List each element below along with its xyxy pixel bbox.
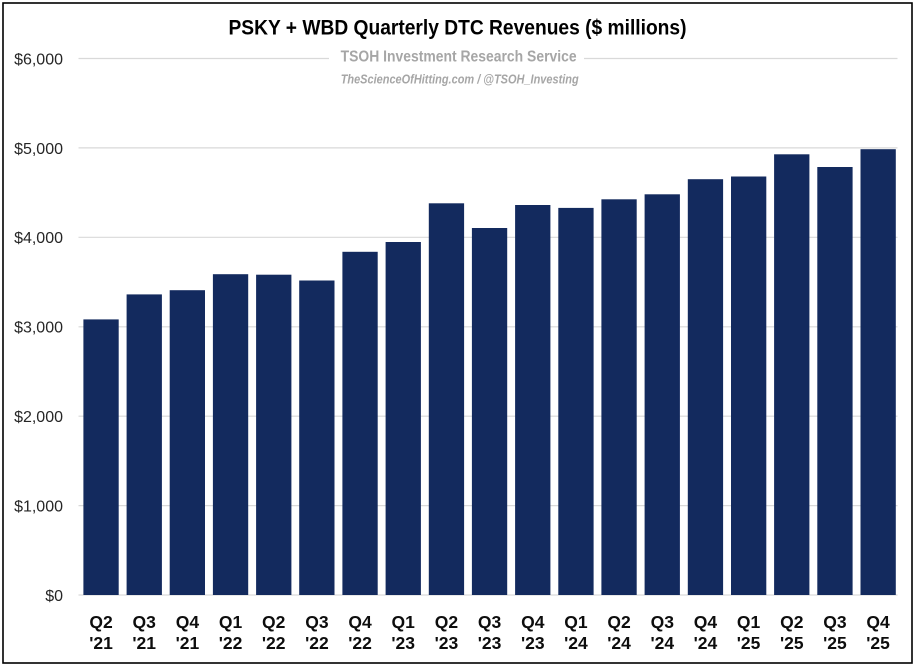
svg-text:'22: '22 [219,633,243,653]
svg-text:'22: '22 [305,633,329,653]
svg-text:'21: '21 [176,633,200,653]
svg-text:Q2: Q2 [262,612,286,632]
svg-text:$0: $0 [45,588,63,605]
svg-text:Q1: Q1 [219,612,243,632]
svg-text:'25: '25 [737,633,761,653]
svg-text:$3,000: $3,000 [14,320,63,337]
svg-text:'23: '23 [521,633,545,653]
svg-text:Q4: Q4 [176,612,200,632]
svg-text:Q2: Q2 [435,612,459,632]
svg-text:Q2: Q2 [607,612,631,632]
svg-text:TheScienceOfHitting.com / @TSO: TheScienceOfHitting.com / @TSOH_Investin… [341,72,579,87]
svg-text:$6,000: $6,000 [14,51,63,68]
svg-text:Q3: Q3 [305,612,329,632]
svg-text:Q4: Q4 [694,612,718,632]
svg-text:'23: '23 [435,633,459,653]
svg-text:'24: '24 [694,633,718,653]
svg-text:Q3: Q3 [651,612,675,632]
svg-text:Q4: Q4 [521,612,545,632]
svg-text:'25: '25 [823,633,847,653]
svg-text:Q4: Q4 [348,612,372,632]
svg-text:Q1: Q1 [737,612,761,632]
svg-text:Q2: Q2 [780,612,804,632]
svg-text:'23: '23 [478,633,502,653]
svg-text:'24: '24 [607,633,631,653]
svg-text:'21: '21 [132,633,156,653]
svg-text:'25: '25 [866,633,890,653]
svg-text:Q1: Q1 [392,612,416,632]
svg-text:Q4: Q4 [866,612,890,632]
svg-text:$1,000: $1,000 [14,499,63,516]
svg-text:$2,000: $2,000 [14,409,63,426]
svg-text:TSOH Investment Research Servi: TSOH Investment Research Service [341,49,577,66]
svg-text:$4,000: $4,000 [14,230,63,247]
svg-text:Q3: Q3 [133,612,157,632]
svg-text:'22: '22 [262,633,286,653]
svg-text:$5,000: $5,000 [14,141,63,158]
svg-text:'21: '21 [89,633,113,653]
svg-text:'23: '23 [391,633,415,653]
svg-text:'24: '24 [650,633,674,653]
svg-text:'25: '25 [780,633,804,653]
svg-text:'22: '22 [348,633,372,653]
svg-text:Q1: Q1 [564,612,588,632]
svg-text:'24: '24 [564,633,588,653]
svg-text:Q3: Q3 [823,612,847,632]
svg-text:Q2: Q2 [89,612,113,632]
svg-text:PSKY + WBD Quarterly DTC Reven: PSKY + WBD Quarterly DTC Revenues ($ mil… [229,16,687,39]
svg-text:Q3: Q3 [478,612,502,632]
